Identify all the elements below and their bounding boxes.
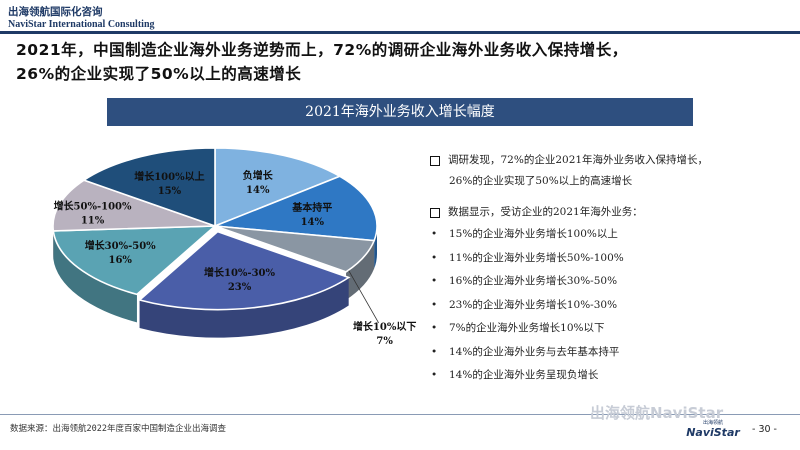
checkbox-bullet-icon <box>430 156 440 166</box>
pie-slice <box>52 225 218 296</box>
page-headline: 2021年，中国制造企业海外业务逆势而上，72%的调研企业海外业务收入保持增长，… <box>16 38 791 86</box>
pie-slice-side <box>346 240 375 300</box>
list-item: • 15%的企业海外业务增长100%以上 <box>428 223 798 247</box>
bullet-dot-icon: • <box>431 298 438 311</box>
data-bullet-list: • 15%的企业海外业务增长100%以上 • 11%的企业海外业务增长50%-100… <box>428 223 798 388</box>
pie-slice-value: 14% <box>246 185 270 196</box>
pie-slice <box>52 179 216 232</box>
pie-slice-value: 23% <box>228 282 252 293</box>
pie-slice-label: 增长30%-50% <box>85 239 156 252</box>
bullet-dot-icon: • <box>431 251 438 264</box>
findings-panel: 调研发现，72%的企业2021年海外业务收入保持增长， 26%的企业实现了50%… <box>428 150 798 388</box>
list-item: • 14%的企业海外业务呈现负增长 <box>428 364 798 388</box>
pie-top-layer <box>52 147 378 311</box>
bullet-text: 14%的企业海外业务呈现负增长 <box>449 369 599 381</box>
logo-en-text: NaviStar International Consulting <box>8 19 155 30</box>
headline-line-2: 26%的企业实现了50%以上的高速增长 <box>16 65 302 83</box>
data-source-note: 数据来源：出海领航2022年度百家中国制造企业出海调查 <box>10 424 226 434</box>
pie-slice-value: 16% <box>108 255 132 266</box>
page-number: - 30 - <box>752 424 777 435</box>
bullet-dot-icon: • <box>431 228 438 240</box>
bullet-text: 15%的企业海外业务增长100%以上 <box>449 228 618 240</box>
bullet-text: 23%的企业海外业务增长10%-30% <box>449 298 618 311</box>
pie-slice-value: 11% <box>81 216 105 227</box>
list-item: • 14%的企业海外业务与去年基本持平 <box>428 341 798 365</box>
pie-slice-side <box>139 277 349 338</box>
checkbox-bullet-icon <box>430 208 440 218</box>
pie-slice <box>82 147 216 228</box>
brand-logo: 出海领航 NaviStar <box>686 420 740 442</box>
brand-logo-name: NaviStar <box>686 426 740 439</box>
pie-slice-side <box>53 230 137 323</box>
pie-labels-layer: 负增长 14% 基本持平 14% 增长10%以下 7% 增长10%-30% 23% 增长30%-… <box>54 169 417 347</box>
pie-slice-label: 基本持平 <box>291 201 332 214</box>
data-intro-text: 数据显示，受访企业的2021年海外业务： <box>448 206 643 218</box>
pie-slice <box>137 230 351 311</box>
list-item: • 23%的企业海外业务增长10%-30% <box>428 294 798 318</box>
footer-divider <box>0 414 800 415</box>
pie-slice-label: 负增长 <box>243 169 274 182</box>
company-logo: 出海领航国际化咨询 NaviStar International Consult… <box>8 6 308 31</box>
bullet-text: 7%的企业海外业务增长10%以下 <box>449 322 605 334</box>
pie-slice-label: 增长10%以下 <box>353 320 416 333</box>
data-intro-note: 数据显示，受访企业的2021年海外业务： <box>428 202 798 223</box>
header-divider <box>0 31 800 34</box>
pie-slice <box>214 175 378 242</box>
brand-logo-top: 出海领航 <box>702 420 723 426</box>
pie-slice-value: 14% <box>301 217 325 228</box>
pie-slice-label: 增长100%以上 <box>134 170 204 183</box>
chart-title-banner: 2021年海外业务收入增长幅度 <box>107 98 693 126</box>
finding-note: 调研发现，72%的企业2021年海外业务收入保持增长， <box>428 150 798 171</box>
pie-slice <box>214 225 376 273</box>
bullet-dot-icon: • <box>431 275 438 287</box>
list-item: • 11%的企业海外业务增长50%-100% <box>428 247 798 271</box>
bullet-text: 16%的企业海外业务增长30%-50% <box>449 275 618 287</box>
logo-cn-text: 出海领航国际化咨询 <box>8 6 103 18</box>
bullet-dot-icon: • <box>431 322 438 334</box>
pie-leader-lines <box>348 270 379 324</box>
pie-chart: 负增长 14% 基本持平 14% 增长10%以下 7% 增长10%-30% 23% 增长30%-… <box>52 147 417 347</box>
finding-line-2: 26%的企业实现了50%以上的高速增长 <box>449 175 633 187</box>
pie-slice <box>214 147 342 228</box>
pie-slice-value: 7% <box>376 336 393 347</box>
pie-leader-line <box>348 270 379 324</box>
bullet-text: 11%的企业海外业务增长50%-100% <box>449 251 624 264</box>
finding-line-1: 调研发现，72%的企业2021年海外业务收入保持增长， <box>448 154 709 166</box>
list-item: • 7%的企业海外业务增长10%以下 <box>428 317 798 341</box>
headline-line-1: 2021年，中国制造企业海外业务逆势而上，72%的调研企业海外业务收入保持增长， <box>16 41 628 59</box>
pie-slice-label: 增长10%-30% <box>204 266 275 279</box>
pie-slice-value: 15% <box>158 186 182 197</box>
bullet-text: 14%的企业海外业务与去年基本持平 <box>449 345 620 358</box>
pie-slice-label: 增长50%-100% <box>54 200 132 213</box>
bullet-dot-icon: • <box>431 345 438 358</box>
bullet-dot-icon: • <box>431 369 438 381</box>
wechat-watermark: 出海领航NaviStar <box>590 404 724 422</box>
list-item: • 16%的企业海外业务增长30%-50% <box>428 270 798 294</box>
